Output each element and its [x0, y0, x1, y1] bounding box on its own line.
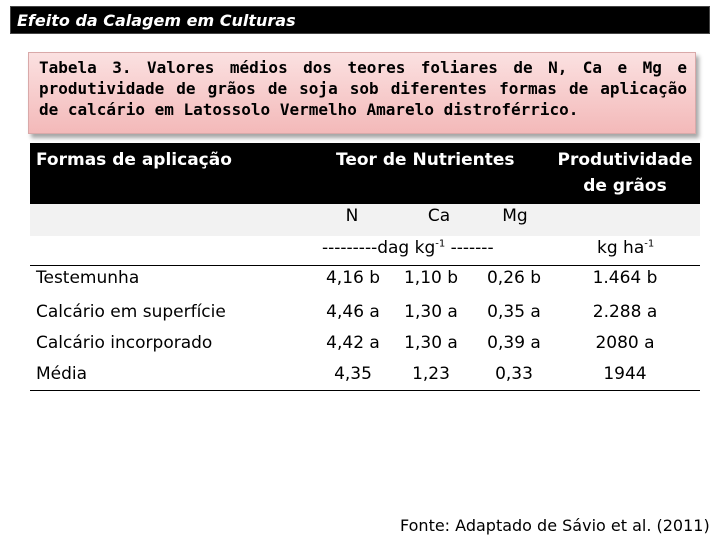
- yield-unit-label: kg ha-1: [597, 238, 655, 258]
- cell-mg: 0,26 b: [486, 268, 542, 288]
- source-citation: Fonte: Adaptado de Sávio et al. (2011): [400, 516, 710, 535]
- cell-n: 4,35: [334, 364, 372, 384]
- nutrient-unit-label: ---------dag kg-1 -------: [322, 238, 494, 258]
- table-bottom-border: [30, 390, 700, 391]
- slide-title-bar: Efeito da Calagem em Culturas: [10, 6, 710, 34]
- row-label: Calcário em superfície: [36, 302, 226, 322]
- nutrient-names-row: [30, 204, 700, 236]
- header-application-forms: Formas de aplicação: [36, 150, 232, 170]
- cell-n: 4,42 a: [326, 333, 380, 353]
- cell-mg: 0,39 a: [487, 333, 541, 353]
- cell-mg: 0,33: [495, 364, 533, 384]
- nutrient-n-label: N: [345, 206, 359, 226]
- header-yield-line2: de grãos: [583, 176, 667, 196]
- nutrient-mg-label: Mg: [502, 206, 528, 226]
- cell-n: 4,46 a: [326, 302, 380, 322]
- cell-ca: 1,10 b: [403, 268, 459, 288]
- cell-yield: 1.464 b: [592, 268, 658, 288]
- cell-n: 4,16 b: [325, 268, 381, 288]
- units-divider: [30, 265, 700, 266]
- slide-title: Efeito da Calagem em Culturas: [17, 11, 296, 30]
- header-nutrient-content: Teor de Nutrientes: [336, 150, 515, 170]
- cell-ca: 1,23: [412, 364, 450, 384]
- header-yield-line1: Produtividade: [557, 150, 693, 170]
- row-label: Média: [36, 364, 88, 384]
- row-label: Testemunha: [36, 268, 140, 288]
- cell-ca: 1,30 a: [404, 302, 458, 322]
- cell-yield: 1944: [603, 364, 647, 384]
- table-caption: Tabela 3. Valores médios dos teores foli…: [28, 52, 696, 134]
- cell-ca: 1,30 a: [404, 333, 458, 353]
- row-label: Calcário incorporado: [36, 333, 213, 353]
- units-row: [30, 236, 700, 264]
- cell-yield: 2080 a: [595, 333, 655, 353]
- table-header: [30, 143, 700, 205]
- cell-mg: 0,35 a: [487, 302, 541, 322]
- nutrient-ca-label: Ca: [427, 206, 451, 226]
- cell-yield: 2.288 a: [592, 302, 658, 322]
